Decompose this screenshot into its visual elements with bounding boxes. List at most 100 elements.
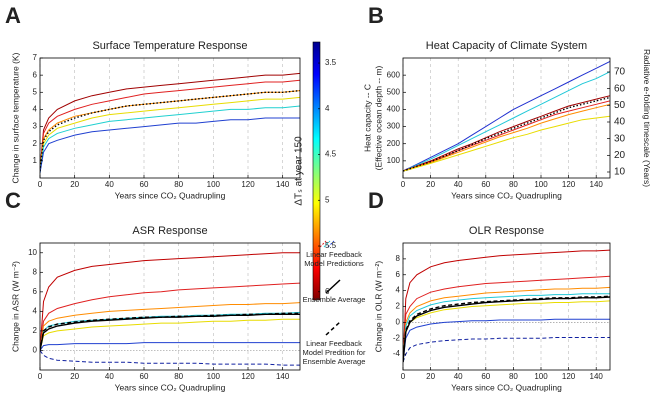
data-line bbox=[40, 105, 300, 173]
colorbar-label: ΔTₛ at year 150 bbox=[294, 136, 305, 206]
legend-text: Model Predictions bbox=[304, 259, 364, 268]
data-line bbox=[403, 337, 610, 363]
data-line bbox=[40, 311, 300, 351]
y2-tick-label: 10 bbox=[614, 167, 626, 178]
data-line bbox=[403, 95, 610, 172]
legend-text: Linear Feedback bbox=[306, 339, 362, 348]
y2-tick-label: 30 bbox=[614, 133, 626, 144]
x-tick-label: 20 bbox=[426, 180, 435, 189]
y-tick-label: 2 bbox=[396, 302, 401, 311]
x-tick-label: 0 bbox=[38, 180, 43, 189]
data-line bbox=[40, 302, 300, 351]
y-tick-label: -4 bbox=[393, 349, 401, 358]
plot-frame bbox=[39, 57, 301, 179]
x-tick-label: 40 bbox=[105, 372, 114, 381]
y-tick-label: 4 bbox=[33, 306, 38, 315]
x-tick-label: 140 bbox=[590, 372, 604, 381]
x-tick-label: 140 bbox=[276, 372, 290, 381]
x-tick-label: 0 bbox=[401, 180, 406, 189]
y2-tick-label: 40 bbox=[614, 117, 626, 128]
y2-tick-label: 70 bbox=[614, 67, 626, 78]
data-line bbox=[40, 252, 300, 351]
y-tick-label: 6 bbox=[33, 70, 38, 79]
chart-title: OLR Response bbox=[469, 225, 544, 237]
data-line bbox=[403, 300, 610, 363]
y-tick-label: 2 bbox=[33, 326, 38, 335]
data-line bbox=[403, 103, 610, 172]
x-tick-label: 140 bbox=[590, 180, 604, 189]
y-tick-label: 0 bbox=[33, 346, 38, 355]
y-tick-label: 6 bbox=[396, 270, 401, 279]
x-tick-label: 40 bbox=[454, 180, 463, 189]
y-axis-label: Change in OLR (W m⁻²) bbox=[373, 261, 383, 353]
chart-title: ASR Response bbox=[132, 225, 207, 237]
panel-label: A bbox=[5, 3, 21, 28]
data-line bbox=[40, 72, 300, 170]
data-line bbox=[403, 295, 610, 363]
y-tick-label: 600 bbox=[387, 70, 401, 79]
x-tick-label: 120 bbox=[241, 180, 255, 189]
x-tick-label: 0 bbox=[38, 372, 43, 381]
legend-text: Ensemble Average bbox=[303, 295, 366, 304]
x-tick-label: 80 bbox=[509, 180, 518, 189]
x-tick-label: 120 bbox=[562, 180, 576, 189]
x-tick-label: 140 bbox=[276, 180, 290, 189]
legend-text: Ensemble Average bbox=[303, 357, 366, 366]
data-line bbox=[40, 350, 300, 366]
y2-axis-label: Radiative e-folding timescale (Years) bbox=[642, 49, 652, 187]
y-tick-label: 7 bbox=[33, 53, 38, 62]
data-line bbox=[403, 249, 610, 363]
legend-symbol bbox=[325, 321, 341, 336]
y-axis-label: Change in ASR (W m⁻²) bbox=[10, 261, 20, 352]
x-tick-label: 60 bbox=[481, 372, 490, 381]
panel-label: C bbox=[5, 188, 21, 213]
y-tick-label: 1 bbox=[33, 156, 38, 165]
x-tick-label: 40 bbox=[454, 372, 463, 381]
x-tick-label: 80 bbox=[174, 372, 183, 381]
colorbar-tick-label: 5 bbox=[325, 195, 330, 204]
x-tick-label: 20 bbox=[70, 372, 79, 381]
panel-label: B bbox=[368, 3, 384, 28]
x-tick-label: 80 bbox=[174, 180, 183, 189]
y-tick-label: 3 bbox=[33, 122, 38, 131]
data-line bbox=[40, 117, 300, 173]
legend-symbols bbox=[319, 240, 341, 336]
y-tick-label: 400 bbox=[387, 105, 401, 114]
x-axis-label: Years since CO₂ Quadrupling bbox=[451, 190, 562, 200]
plot-frame bbox=[402, 242, 611, 371]
data-line bbox=[403, 100, 610, 172]
legend-text: Model Predition for bbox=[303, 348, 366, 357]
x-tick-label: 0 bbox=[401, 372, 406, 381]
y2-tick-label: 50 bbox=[614, 100, 626, 111]
data-line bbox=[40, 96, 300, 172]
legend-symbol bbox=[323, 240, 331, 248]
y-tick-label: 200 bbox=[387, 139, 401, 148]
x-tick-label: 120 bbox=[562, 372, 576, 381]
data-line bbox=[403, 60, 610, 172]
data-line bbox=[40, 318, 300, 351]
plot-frame bbox=[39, 242, 301, 371]
y-tick-label: 2 bbox=[33, 139, 38, 148]
data-line bbox=[40, 282, 300, 351]
y-tick-label: 8 bbox=[396, 254, 401, 263]
x-tick-label: 20 bbox=[70, 180, 79, 189]
y-tick-label: 300 bbox=[387, 122, 401, 131]
legend-symbol bbox=[327, 240, 335, 248]
legend-text: Linear Feedback bbox=[306, 250, 362, 259]
chart-title: Surface Temperature Response bbox=[92, 40, 247, 52]
colorbar-tick-label: 4 bbox=[325, 104, 330, 113]
data-line bbox=[40, 79, 300, 170]
legend-symbol bbox=[325, 279, 341, 294]
y-tick-label: 6 bbox=[33, 287, 38, 296]
data-line bbox=[403, 286, 610, 363]
x-tick-label: 60 bbox=[481, 180, 490, 189]
y-tick-label: 10 bbox=[28, 248, 37, 257]
y-axis-label: (Effective ocean depth -- m) bbox=[373, 65, 383, 170]
y-tick-label: 4 bbox=[396, 286, 401, 295]
x-tick-label: 80 bbox=[509, 372, 518, 381]
y-axis-label: Heat capacity -- C bbox=[362, 84, 372, 152]
y-tick-label: 8 bbox=[33, 267, 38, 276]
data-line bbox=[403, 115, 610, 172]
y-tick-label: 5 bbox=[33, 87, 38, 96]
data-line bbox=[403, 293, 610, 363]
